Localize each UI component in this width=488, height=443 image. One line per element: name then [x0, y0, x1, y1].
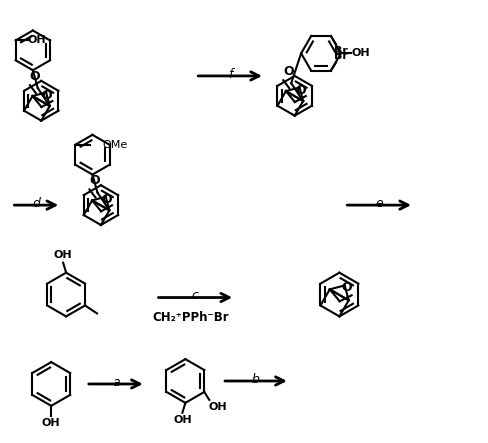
Text: OH: OH	[351, 48, 369, 58]
Text: c: c	[191, 289, 198, 303]
Text: O: O	[341, 281, 351, 294]
Text: O: O	[89, 174, 100, 187]
Text: f: f	[227, 68, 232, 81]
Text: OH: OH	[54, 250, 72, 260]
Text: b: b	[251, 373, 259, 386]
Text: d: d	[32, 197, 40, 210]
Text: Br: Br	[333, 51, 347, 61]
Text: O: O	[101, 193, 112, 206]
Text: O: O	[41, 89, 52, 102]
Text: CH₂⁺PPh⁻Br: CH₂⁺PPh⁻Br	[152, 311, 228, 324]
Text: O: O	[295, 84, 305, 97]
Text: OH: OH	[27, 35, 46, 46]
Text: OH: OH	[42, 418, 61, 428]
Text: OMe: OMe	[102, 140, 127, 150]
Text: Br: Br	[333, 46, 347, 56]
Text: OH: OH	[173, 415, 191, 425]
Text: e: e	[374, 197, 382, 210]
Text: OH: OH	[208, 402, 227, 412]
Text: O: O	[29, 70, 40, 83]
Text: a: a	[112, 376, 120, 389]
Text: O: O	[283, 65, 293, 78]
